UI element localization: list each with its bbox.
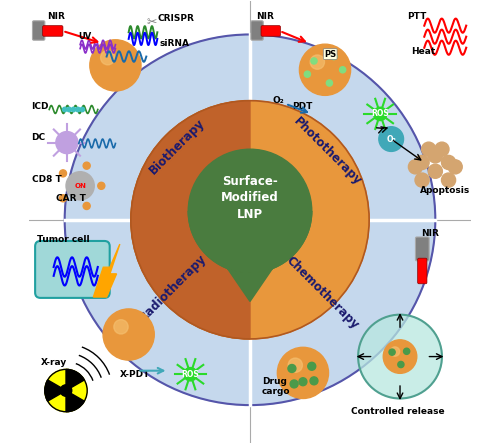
Circle shape: [310, 55, 324, 69]
Circle shape: [448, 160, 462, 174]
Text: NIR: NIR: [256, 12, 274, 21]
FancyBboxPatch shape: [251, 21, 263, 40]
Text: CRISPR: CRISPR: [158, 14, 194, 23]
Circle shape: [300, 44, 350, 95]
Text: NIR: NIR: [421, 229, 439, 238]
Circle shape: [56, 131, 78, 154]
Circle shape: [278, 347, 328, 398]
Circle shape: [100, 51, 115, 65]
Circle shape: [64, 35, 436, 405]
Circle shape: [72, 107, 76, 112]
Circle shape: [415, 155, 429, 170]
Circle shape: [383, 340, 417, 373]
Text: Radiotherapy: Radiotherapy: [136, 252, 209, 325]
Circle shape: [290, 380, 298, 388]
Text: CD8 T: CD8 T: [32, 175, 62, 184]
Circle shape: [66, 172, 94, 200]
Text: PDT: PDT: [292, 103, 312, 111]
Circle shape: [80, 107, 84, 112]
Circle shape: [435, 142, 449, 156]
FancyBboxPatch shape: [418, 258, 427, 284]
Text: Tumor cell: Tumor cell: [38, 235, 90, 244]
Circle shape: [103, 309, 154, 360]
Circle shape: [340, 67, 345, 73]
Circle shape: [184, 368, 197, 381]
FancyBboxPatch shape: [32, 21, 45, 40]
Wedge shape: [131, 101, 250, 339]
Text: O₂: O₂: [272, 96, 284, 105]
Circle shape: [404, 348, 409, 354]
Circle shape: [62, 107, 67, 112]
Text: NIR: NIR: [47, 12, 65, 21]
Circle shape: [60, 195, 66, 202]
Circle shape: [408, 160, 422, 174]
Circle shape: [299, 378, 307, 386]
Text: Surface-
Modified
LNP: Surface- Modified LNP: [221, 175, 279, 221]
Text: Drug: Drug: [262, 377, 287, 386]
Text: UV: UV: [78, 32, 91, 41]
Circle shape: [358, 315, 442, 398]
Text: Controlled release: Controlled release: [352, 407, 445, 416]
Text: Chemotherapy: Chemotherapy: [284, 254, 362, 332]
Circle shape: [60, 385, 72, 396]
Circle shape: [442, 173, 456, 187]
Text: ICD: ICD: [32, 103, 49, 111]
Text: CAR T: CAR T: [56, 194, 86, 203]
Circle shape: [131, 101, 369, 339]
Circle shape: [83, 162, 90, 169]
Circle shape: [389, 349, 395, 355]
Text: ✂: ✂: [146, 16, 157, 29]
Text: X-PDT: X-PDT: [120, 370, 150, 379]
Text: Apoptosis: Apoptosis: [420, 186, 470, 195]
Circle shape: [374, 107, 387, 121]
Circle shape: [67, 107, 71, 112]
Circle shape: [379, 127, 404, 151]
Circle shape: [428, 149, 442, 163]
Text: Heat: Heat: [411, 48, 436, 56]
Polygon shape: [94, 244, 120, 297]
Circle shape: [311, 58, 317, 64]
Text: Phototherapy: Phototherapy: [290, 115, 364, 188]
Circle shape: [428, 164, 442, 178]
Wedge shape: [66, 369, 84, 391]
Text: cargo: cargo: [262, 387, 290, 396]
Wedge shape: [45, 380, 66, 401]
FancyBboxPatch shape: [261, 26, 280, 36]
Circle shape: [98, 182, 105, 189]
Circle shape: [398, 361, 404, 368]
Circle shape: [308, 362, 316, 370]
FancyBboxPatch shape: [35, 241, 110, 298]
Circle shape: [326, 80, 332, 86]
Text: ROS: ROS: [182, 370, 200, 379]
Circle shape: [415, 173, 429, 187]
Circle shape: [310, 377, 318, 385]
Circle shape: [188, 149, 312, 273]
Circle shape: [60, 170, 66, 177]
Circle shape: [76, 107, 80, 112]
Circle shape: [422, 142, 436, 156]
Circle shape: [288, 365, 296, 373]
Circle shape: [330, 53, 337, 59]
Circle shape: [83, 202, 90, 210]
Circle shape: [304, 71, 310, 77]
Text: siRNA: siRNA: [160, 39, 190, 48]
Wedge shape: [66, 391, 84, 412]
Circle shape: [442, 155, 456, 170]
Text: O₂: O₂: [386, 135, 396, 143]
Text: ON: ON: [74, 183, 86, 189]
Text: PTT: PTT: [406, 12, 426, 21]
Circle shape: [114, 320, 128, 334]
FancyBboxPatch shape: [42, 26, 63, 36]
Text: Biotherapy: Biotherapy: [147, 117, 208, 177]
Text: ROS: ROS: [372, 109, 389, 119]
Circle shape: [390, 347, 400, 356]
Circle shape: [45, 369, 87, 412]
Circle shape: [90, 40, 141, 91]
Text: X-ray: X-ray: [40, 358, 66, 367]
Polygon shape: [188, 211, 312, 301]
Text: PS: PS: [324, 50, 336, 59]
Circle shape: [288, 358, 302, 373]
FancyBboxPatch shape: [416, 237, 429, 261]
Text: DC: DC: [32, 133, 46, 143]
